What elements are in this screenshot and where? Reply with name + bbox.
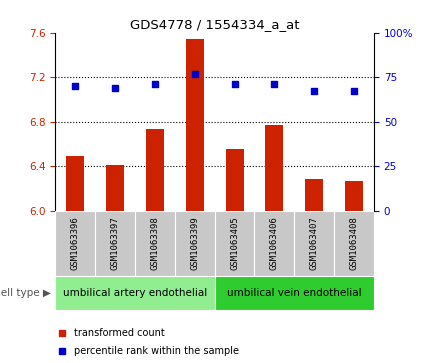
Text: GSM1063408: GSM1063408: [350, 216, 359, 270]
Point: [311, 89, 317, 94]
Bar: [55, 211, 95, 276]
Bar: [106, 165, 124, 211]
Point: [151, 81, 158, 87]
Text: umbilical artery endothelial: umbilical artery endothelial: [63, 288, 207, 298]
Text: percentile rank within the sample: percentile rank within the sample: [74, 346, 239, 356]
Bar: [215, 211, 255, 276]
Text: GSM1063398: GSM1063398: [150, 216, 159, 270]
Text: cell type ▶: cell type ▶: [0, 288, 51, 298]
Bar: [146, 129, 164, 211]
Point: [72, 83, 79, 89]
Text: GSM1063396: GSM1063396: [71, 216, 79, 270]
Bar: [226, 150, 244, 211]
Point: [271, 81, 278, 87]
Point: [112, 85, 119, 91]
Text: GSM1063405: GSM1063405: [230, 216, 239, 270]
Text: GSM1063406: GSM1063406: [270, 216, 279, 270]
Text: umbilical vein endothelial: umbilical vein endothelial: [227, 288, 362, 298]
Bar: [305, 179, 323, 211]
Bar: [255, 211, 294, 276]
Bar: [66, 156, 84, 211]
Point: [351, 89, 357, 94]
Bar: [186, 39, 204, 211]
Text: GSM1063407: GSM1063407: [310, 216, 319, 270]
Point: [231, 81, 238, 87]
Bar: [294, 211, 334, 276]
Text: transformed count: transformed count: [74, 328, 165, 338]
Bar: [135, 211, 175, 276]
Bar: [95, 211, 135, 276]
Title: GDS4778 / 1554334_a_at: GDS4778 / 1554334_a_at: [130, 19, 299, 32]
Bar: [345, 180, 363, 211]
Bar: [215, 276, 374, 310]
Bar: [266, 125, 283, 211]
Bar: [55, 276, 215, 310]
Bar: [175, 211, 215, 276]
Text: GSM1063397: GSM1063397: [110, 216, 119, 270]
Point: [191, 71, 198, 77]
Text: GSM1063399: GSM1063399: [190, 216, 199, 270]
Bar: [334, 211, 374, 276]
